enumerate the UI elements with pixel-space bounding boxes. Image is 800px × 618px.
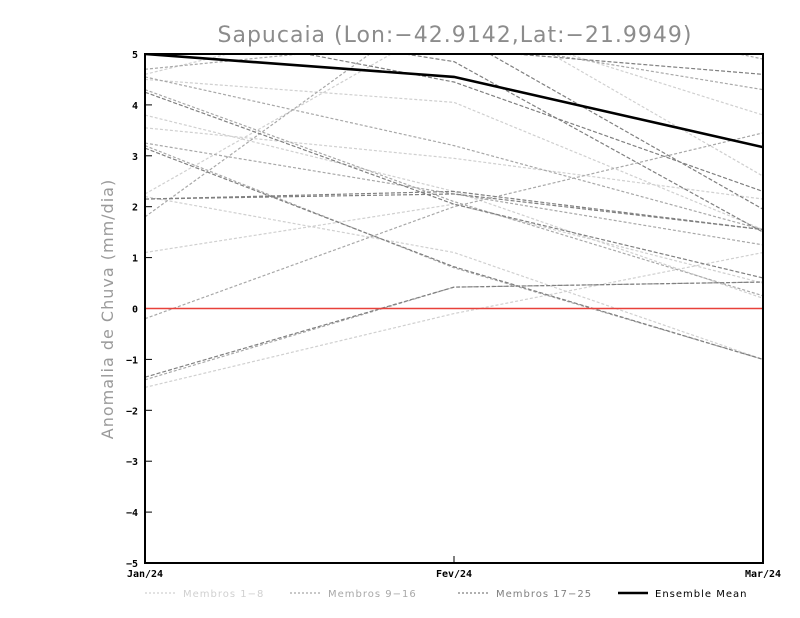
member-line: [145, 193, 763, 231]
member-line: [145, 127, 763, 200]
legend-label-m1: Membros 1−8: [183, 589, 264, 600]
member-line: [145, 195, 763, 360]
y-tick-label: 4: [132, 101, 138, 112]
y-tick-label: 5: [132, 50, 138, 61]
chart-title: Sapucaia (Lon:−42.9142,Lat:−21.9949): [218, 23, 693, 48]
member-line: [145, 54, 763, 177]
y-tick-label: −5: [126, 559, 138, 570]
member-line: [401, 54, 763, 233]
member-lines: [145, 54, 763, 388]
y-tick-label: 3: [132, 152, 138, 163]
member-line: [145, 91, 763, 279]
legend-label-m3: Membros 17−25: [496, 589, 592, 600]
y-tick-label: −1: [126, 355, 138, 366]
y-tick-label: −2: [126, 406, 138, 417]
legend-label-mean: Ensemble Mean: [655, 589, 747, 600]
member-line: [145, 203, 763, 284]
y-axis-label: Anomalia de Chuva (mm/dia): [98, 179, 117, 439]
member-line: [145, 89, 763, 297]
member-line: [145, 190, 763, 231]
member-line: [145, 54, 763, 195]
member-line: [145, 281, 763, 378]
member-line: [145, 78, 763, 231]
y-tick-label: −4: [126, 508, 138, 519]
member-line: [145, 54, 763, 218]
y-tick-labels: −5 −4 −3 −2 −1 0 1 2 3 4 5: [126, 50, 138, 570]
y-tick-label: 1: [132, 254, 138, 265]
member-line: [145, 132, 763, 320]
x-tick-label: Mar/24: [745, 569, 781, 580]
plot-frame: [144, 53, 764, 564]
legend-label-m2: Membros 9−16: [328, 589, 417, 600]
member-line: [145, 142, 763, 246]
y-tick-label: 0: [132, 305, 138, 316]
ensemble-mean-line: [145, 54, 763, 149]
legend: Membros 1−8 Membros 9−16 Membros 17−25 Ense…: [145, 589, 747, 600]
member-line: [145, 251, 763, 388]
y-tick-label: −3: [126, 457, 138, 468]
member-line: [302, 54, 763, 192]
member-line: [145, 147, 763, 360]
x-tick-label: Jan/24: [127, 569, 163, 580]
plot-area: [145, 54, 763, 388]
member-line: [145, 114, 763, 299]
member-line: [145, 76, 763, 231]
x-tick-labels: Jan/24 Fev/24 Mar/24: [127, 569, 781, 580]
mean-line-group: [145, 54, 763, 149]
x-tick-label: Fev/24: [436, 569, 472, 580]
y-tick-label: 2: [132, 203, 138, 214]
